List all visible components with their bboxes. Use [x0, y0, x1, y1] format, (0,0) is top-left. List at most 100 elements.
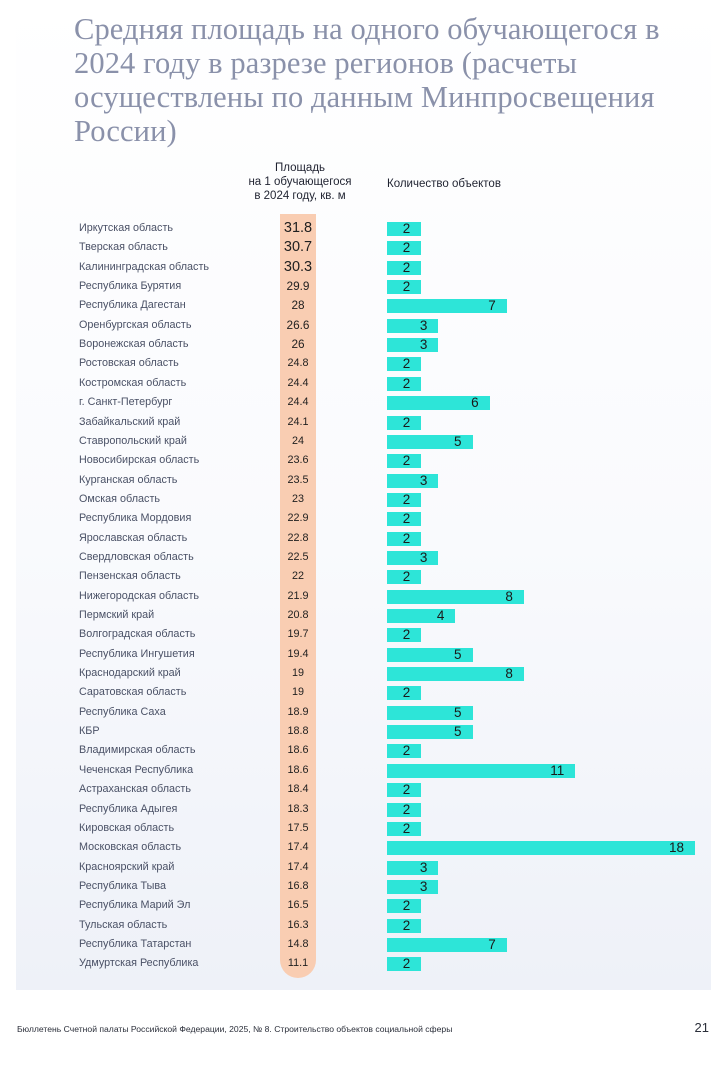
region-label: Республика Мордовия	[79, 512, 192, 525]
count-bar	[387, 879, 439, 894]
count-label: 7	[488, 298, 496, 314]
area-value: 17.4	[287, 841, 309, 854]
region-label: Удмуртская Республика	[79, 957, 199, 970]
area-value: 24.8	[287, 357, 309, 370]
region-label: Омская область	[79, 492, 161, 505]
count-label: 2	[402, 530, 411, 546]
area-column-header: Площадь на 1 обучающегося в 2024 году, к…	[222, 161, 378, 203]
region-label: Республика Бурятия	[79, 280, 182, 293]
region-label: Саратовская область	[79, 686, 187, 699]
count-bar	[387, 821, 422, 836]
count-label: 2	[402, 743, 411, 759]
area-value: 22.5	[287, 550, 309, 563]
region-label: Республика Татарстан	[79, 937, 192, 950]
count-bar	[387, 396, 490, 411]
area-value: 26	[291, 337, 305, 352]
count-label: 2	[402, 627, 411, 643]
region-label: г. Санкт-Петербург	[79, 396, 173, 409]
area-value: 17.5	[287, 821, 309, 834]
count-label: 5	[454, 646, 462, 662]
count-label: 2	[402, 685, 411, 701]
region-label: Московская область	[79, 841, 182, 854]
count-label: 6	[471, 395, 479, 411]
area-value: 24.4	[287, 376, 309, 389]
region-label: Астраханская область	[79, 783, 191, 796]
count-label: 8	[505, 666, 513, 682]
chart-card	[16, 0, 711, 990]
count-label: 5	[454, 704, 462, 720]
count-bar	[387, 473, 439, 488]
region-label: Республика Марий Эл	[79, 899, 191, 912]
area-value: 23.5	[287, 473, 309, 486]
count-label: 4	[436, 608, 445, 623]
area-value: 16.8	[287, 879, 309, 892]
count-label: 7	[488, 936, 496, 952]
area-value: 19	[291, 686, 304, 699]
area-value: 23	[291, 492, 304, 505]
count-label: 18	[668, 840, 684, 856]
area-value: 19.7	[287, 628, 309, 641]
count-label: 3	[419, 878, 428, 894]
count-label: 2	[402, 259, 411, 275]
count-label: 3	[419, 859, 428, 875]
region-label: Кировская область	[79, 821, 175, 834]
footer-source: Бюллетень Счетной палаты Российской Феде…	[17, 1024, 453, 1034]
count-label: 2	[402, 414, 411, 430]
area-value: 14.8	[287, 937, 309, 950]
count-label: 2	[402, 782, 411, 798]
count-bar	[387, 647, 473, 662]
count-bar	[387, 957, 422, 972]
area-value: 18.6	[287, 763, 309, 776]
count-label: 2	[402, 956, 411, 972]
region-label: Республика Ингушетия	[79, 647, 195, 660]
region-label: Свердловская область	[79, 550, 194, 563]
count-label: 5	[454, 724, 462, 740]
area-value: 30.7	[283, 239, 313, 256]
area-value: 22.8	[287, 531, 309, 544]
area-value: 18.6	[287, 744, 309, 757]
count-bar	[387, 725, 473, 740]
count-label: 2	[402, 221, 411, 236]
count-label: 2	[402, 898, 411, 914]
count-bar	[387, 802, 422, 817]
count-bar	[387, 338, 439, 353]
count-bar	[387, 860, 439, 875]
area-value: 22.9	[287, 512, 309, 525]
region-label: Пермский край	[79, 609, 155, 621]
area-value: 16.5	[287, 899, 309, 912]
region-label: Республика Дагестан	[79, 299, 186, 312]
count-label: 2	[402, 375, 411, 391]
area-value: 16.3	[287, 918, 309, 931]
area-value: 19	[291, 667, 304, 680]
region-label: Забайкальский край	[79, 415, 181, 428]
region-label: Воронежская область	[79, 338, 189, 351]
count-bar	[387, 763, 576, 778]
region-label: Оренбургская область	[79, 318, 192, 331]
region-label: Республика Тыва	[79, 879, 166, 892]
region-label: Нижегородская область	[79, 589, 200, 602]
count-bar	[387, 899, 422, 914]
region-label: Красноярский край	[79, 860, 175, 873]
chart-title: Средняя площадь на одного обучающегося в…	[74, 12, 660, 148]
count-label: 2	[402, 279, 411, 295]
area-value: 28	[291, 298, 305, 313]
count-bar	[387, 415, 422, 430]
area-header-line-2: на 1 обучающегося	[248, 176, 352, 188]
area-value: 18.8	[287, 725, 309, 738]
area-value: 24.4	[287, 396, 309, 409]
count-label: 3	[419, 317, 428, 333]
count-label: 2	[402, 917, 411, 933]
count-label: 2	[402, 491, 411, 507]
count-column-header: Количество объектов	[387, 178, 501, 190]
area-value: 11.1	[287, 957, 309, 970]
count-bar	[387, 744, 422, 759]
count-bar	[387, 492, 422, 507]
count-label: 3	[419, 337, 428, 353]
count-bar	[387, 531, 422, 546]
region-label: Калининградская область	[79, 260, 210, 273]
region-label: Костромская область	[79, 376, 187, 389]
count-bar	[387, 241, 422, 256]
count-bar	[387, 841, 695, 856]
count-bar	[387, 628, 422, 643]
region-label: КБР	[79, 725, 100, 738]
